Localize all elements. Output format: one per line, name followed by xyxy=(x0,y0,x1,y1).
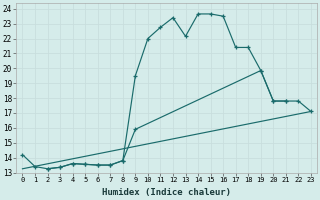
X-axis label: Humidex (Indice chaleur): Humidex (Indice chaleur) xyxy=(102,188,231,197)
